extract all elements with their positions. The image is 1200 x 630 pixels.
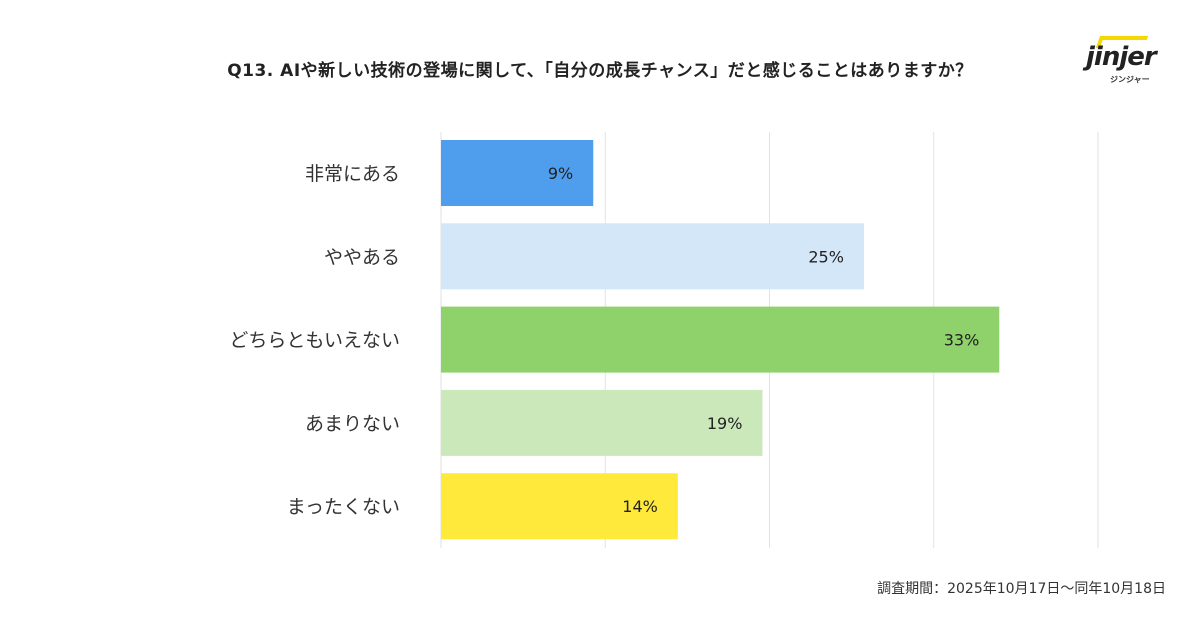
bar: [441, 473, 678, 540]
bar: [441, 389, 763, 456]
category-label: 非常にある: [305, 163, 400, 185]
survey-period: 調査期間：2025年10月17日〜同年10月18日: [877, 581, 1166, 597]
jinjer-logo: jinjer ジンジャー: [1082, 32, 1182, 87]
bar: [441, 140, 594, 206]
category-label: まったくない: [287, 496, 400, 518]
data-label: 19%: [707, 414, 743, 433]
logo-subtitle: ジンジャー: [1110, 75, 1150, 84]
data-label: 33%: [944, 331, 980, 350]
chart-title: Q13. AIや新しい技術の登場に関して、「自分の成長チャンス」だと感じることは…: [227, 61, 973, 81]
bar: [441, 306, 1000, 373]
category-label: ややある: [324, 246, 400, 268]
data-label: 25%: [808, 247, 844, 266]
bar: [441, 223, 864, 290]
data-label: 9%: [548, 164, 573, 183]
data-label: 14%: [622, 497, 658, 516]
category-label: あまりない: [305, 413, 400, 435]
logo-wordmark: jinjer: [1086, 42, 1157, 72]
category-label: どちらともいえない: [229, 330, 400, 352]
